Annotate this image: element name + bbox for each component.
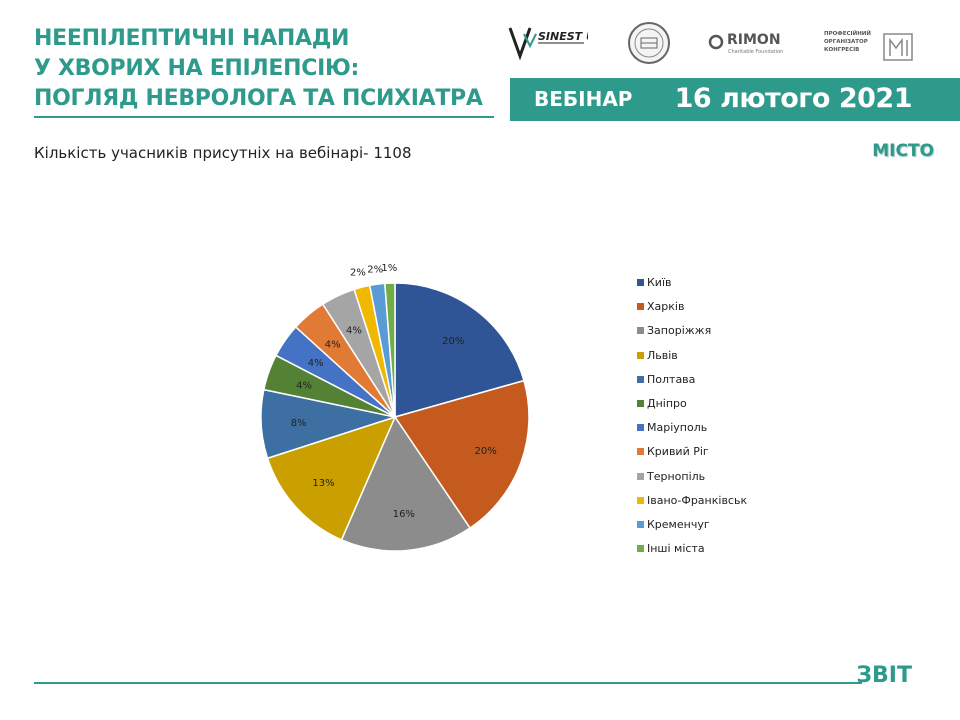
legend-label-6: Маріуполь <box>647 421 708 435</box>
webinar-title: НЕЕПІЛЕПТИЧНІ НАПАДИ У ХВОРИХ НА ЕПІЛЕПС… <box>34 24 504 114</box>
pie-slice-2 <box>340 415 472 552</box>
legend-label-10: Кременчуг <box>647 517 710 531</box>
legend-label-0: Київ <box>647 276 672 289</box>
legend-label-7: Кривий Ріг <box>647 445 709 459</box>
pie-data-label-0: 20% <box>442 336 464 347</box>
legend-label-4: Полтава <box>647 372 696 386</box>
legend-item-5: Дніпро <box>637 396 837 420</box>
legend-swatch-11 <box>637 545 644 553</box>
legend-item-8: Тернопіль <box>637 469 837 493</box>
footer-report-label: ЗВІТ <box>856 663 912 688</box>
legend-label-3: Львів <box>647 348 678 362</box>
legend-label-8: Тернопіль <box>647 469 706 483</box>
legend-item-6: Маріуполь <box>637 420 837 444</box>
pie-slice-1 <box>393 379 530 530</box>
attendance-subtitle: Кількість учасників присутніх на вебінар… <box>34 144 412 162</box>
legend-item-9: Івано-Франківськ <box>637 493 837 517</box>
legend-swatch-9 <box>637 496 644 504</box>
legend-swatch-10 <box>637 520 644 528</box>
pie-slice-3 <box>266 415 397 541</box>
pie-data-label-3: 13% <box>312 478 334 489</box>
pie-data-label-9: 2% <box>350 268 366 279</box>
title-line-1: НЕЕПІЛЕПТИЧНІ НАПАДИ <box>34 26 350 51</box>
rimon-logo: RIMON Charitable Foundation <box>708 18 798 68</box>
footer-divider <box>34 682 862 684</box>
legend-label-5: Дніпро <box>647 396 687 410</box>
legend-swatch-8 <box>637 472 644 480</box>
pie-data-label-7: 4% <box>325 339 341 350</box>
pie-data-label-6: 4% <box>308 358 324 369</box>
partner-logos: SINEST ULAE RIMON Charitable Foundation … <box>508 18 928 68</box>
pie-data-label-8: 4% <box>346 326 362 337</box>
pie-data-label-5: 4% <box>296 381 312 392</box>
legend-swatch-3 <box>637 351 644 359</box>
pie-data-label-2: 16% <box>393 509 415 520</box>
webinar-banner: ВЕБІНАР 16 лютого 2021 <box>510 78 960 121</box>
pie-slice-11 <box>384 282 396 418</box>
section-label-city: МІСТО <box>872 141 934 161</box>
legend-item-3: Львів <box>637 348 837 372</box>
rimon-ring-icon <box>708 34 724 50</box>
pie-data-label-4: 8% <box>291 418 307 429</box>
pie-data-label-11: 1% <box>381 263 397 274</box>
title-line-2: У ХВОРИХ НА ЕПІЛЕПСІЮ: <box>34 56 360 81</box>
legend-label-9: Івано-Франківськ <box>647 493 748 507</box>
organizer-line-3: КОНГРЕСІВ <box>824 47 860 53</box>
legend-item-0: Київ <box>637 275 837 299</box>
legend-swatch-5 <box>637 399 644 407</box>
title-line-3: ПОГЛЯД НЕВРОЛОГА ТА ПСИХІАТРА <box>34 86 483 111</box>
legend-swatch-6 <box>637 424 644 432</box>
legend-item-11: Інші міста <box>637 541 837 565</box>
legend-item-7: Кривий Ріг <box>637 444 837 468</box>
pie-data-label-10: 2% <box>367 264 383 275</box>
legend-item-1: Харків <box>637 299 837 323</box>
banner-label: ВЕБІНАР <box>534 87 633 111</box>
sinaps-logo-text-top: SINEST ULAE <box>538 30 588 43</box>
legend-swatch-4 <box>637 375 644 383</box>
organizer-mark-icon <box>883 33 913 61</box>
rimon-logo-text: RIMON <box>727 32 781 48</box>
legend-item-4: Полтава <box>637 372 837 396</box>
organizer-logo: ПРОФЕСІЙНИЙ ОРГАНІЗАТОР КОНГРЕСІВ <box>824 18 928 68</box>
legend-swatch-0 <box>637 279 644 286</box>
legend-label-2: Запоріжжя <box>647 324 712 338</box>
rimon-logo-subtext: Charitable Foundation <box>728 49 784 55</box>
organizer-line-1: ПРОФЕСІЙНИЙ <box>824 31 872 37</box>
legend-swatch-7 <box>637 448 644 456</box>
legend-label-1: Харків <box>647 300 685 314</box>
legend-swatch-2 <box>637 327 644 335</box>
legend-label-11: Інші міста <box>647 542 705 556</box>
organizer-logo-text: ПРОФЕСІЙНИЙ ОРГАНІЗАТОР КОНГРЕСІВ <box>824 30 871 54</box>
banner-date: 16 лютого 2021 <box>674 83 913 114</box>
legend-swatch-1 <box>637 303 644 311</box>
pie-slice-0 <box>394 282 525 418</box>
legend-item-10: Кременчуг <box>637 517 837 541</box>
title-divider <box>34 116 494 118</box>
organizer-line-2: ОРГАНІЗАТОР <box>824 39 868 45</box>
legend-item-2: Запоріжжя <box>637 323 837 347</box>
university-seal-logo <box>628 22 670 64</box>
chart-legend: Київ Харків Запоріжжя Львів Полтава Дніпро Мар… <box>637 275 837 565</box>
pie-data-label-1: 20% <box>474 446 496 457</box>
sinaps-logo: SINEST ULAE <box>508 27 588 61</box>
